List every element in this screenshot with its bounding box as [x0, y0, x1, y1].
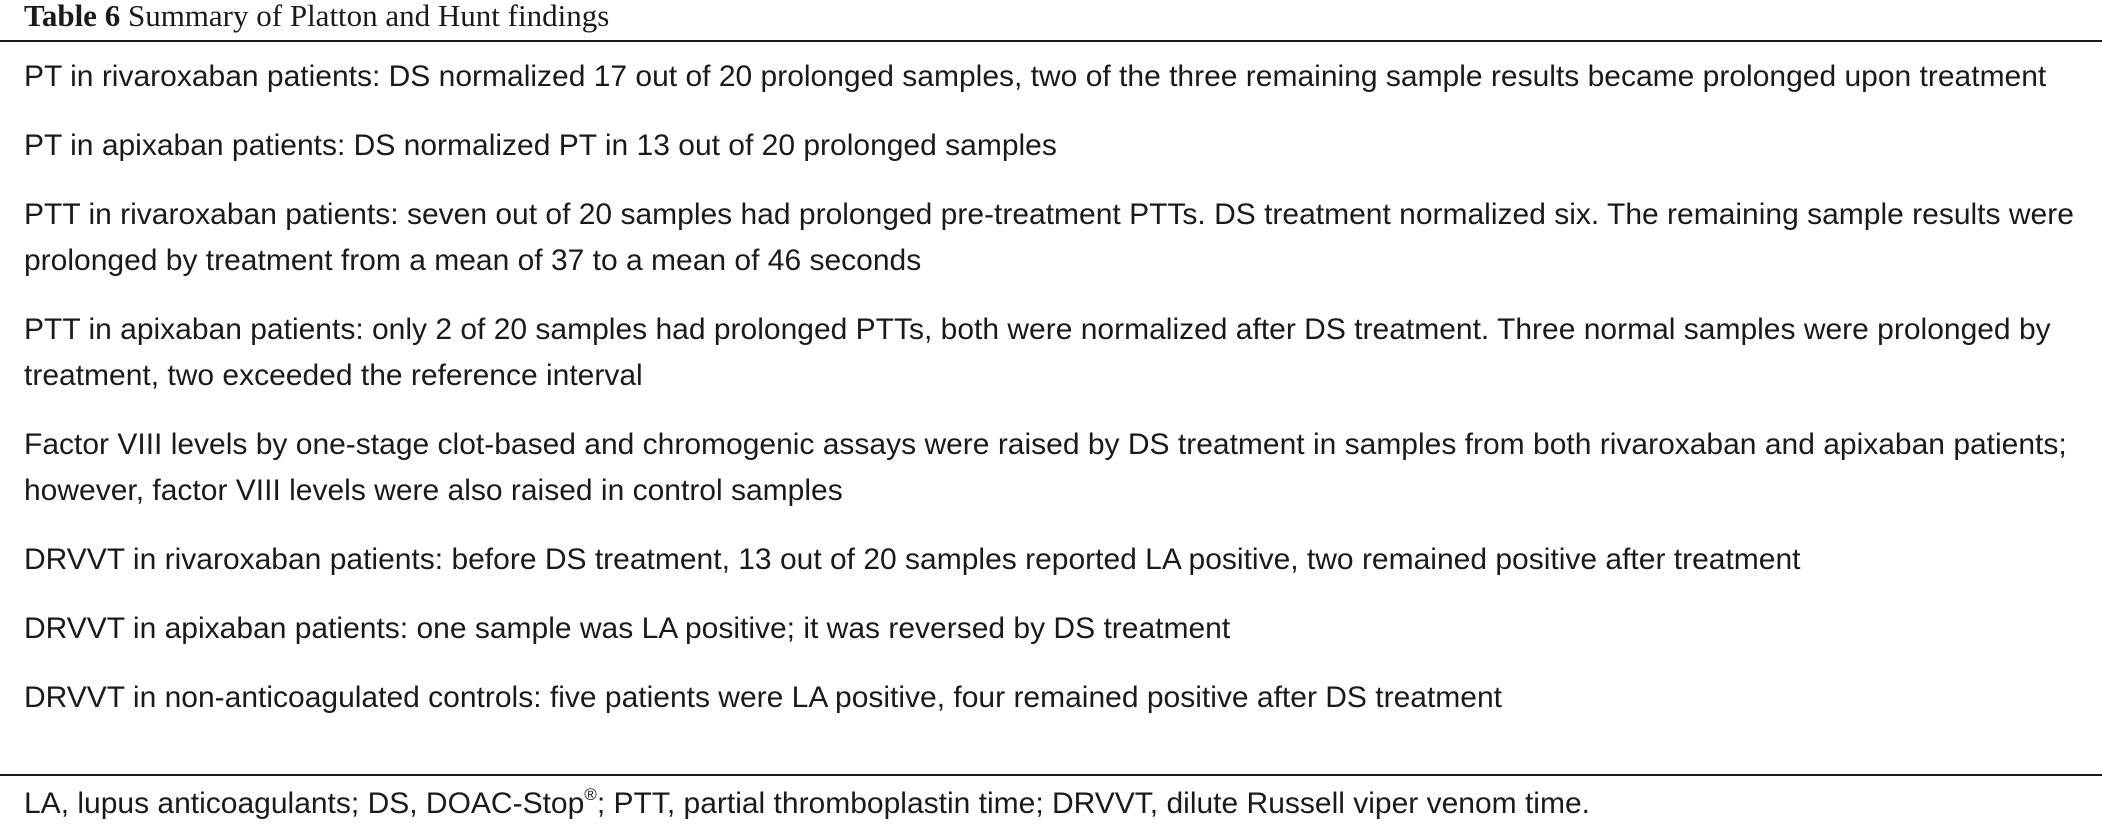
table-row: DRVVT in apixaban patients: one sample w… [24, 612, 1231, 645]
table-row: DRVVT in non-anticoagulated controls: fi… [24, 681, 1502, 714]
table-footnote: LA, lupus anticoagulants; DS, DOAC-Stop®… [24, 784, 1590, 824]
table-row: PTT in rivaroxaban patients: seven out o… [24, 198, 2074, 277]
table-label: Table 6 [24, 0, 121, 33]
table-row: PTT in apixaban patients: only 2 of 20 s… [24, 313, 2051, 392]
footnote-text-end: ; PTT, partial thromboplastin time; DRVV… [596, 787, 1590, 820]
registered-mark: ® [584, 785, 597, 804]
table-bottom-rule [0, 774, 2102, 776]
table-row: PT in rivaroxaban patients: DS normalize… [24, 60, 2047, 93]
table-row: Factor VIII levels by one-stage clot-bas… [24, 428, 2067, 507]
table-caption: Table 6 Summary of Platton and Hunt find… [24, 0, 609, 32]
footnote-text-start: LA, lupus anticoagulants; DS, DOAC-Stop [24, 787, 585, 820]
table-row: DRVVT in rivaroxaban patients: before DS… [24, 543, 1801, 576]
table-row: PT in apixaban patients: DS normalized P… [24, 129, 1057, 162]
table-body: PT in rivaroxaban patients: DS normalize… [24, 54, 2084, 744]
table-top-rule [0, 40, 2102, 42]
table-title: Summary of Platton and Hunt findings [127, 0, 610, 33]
